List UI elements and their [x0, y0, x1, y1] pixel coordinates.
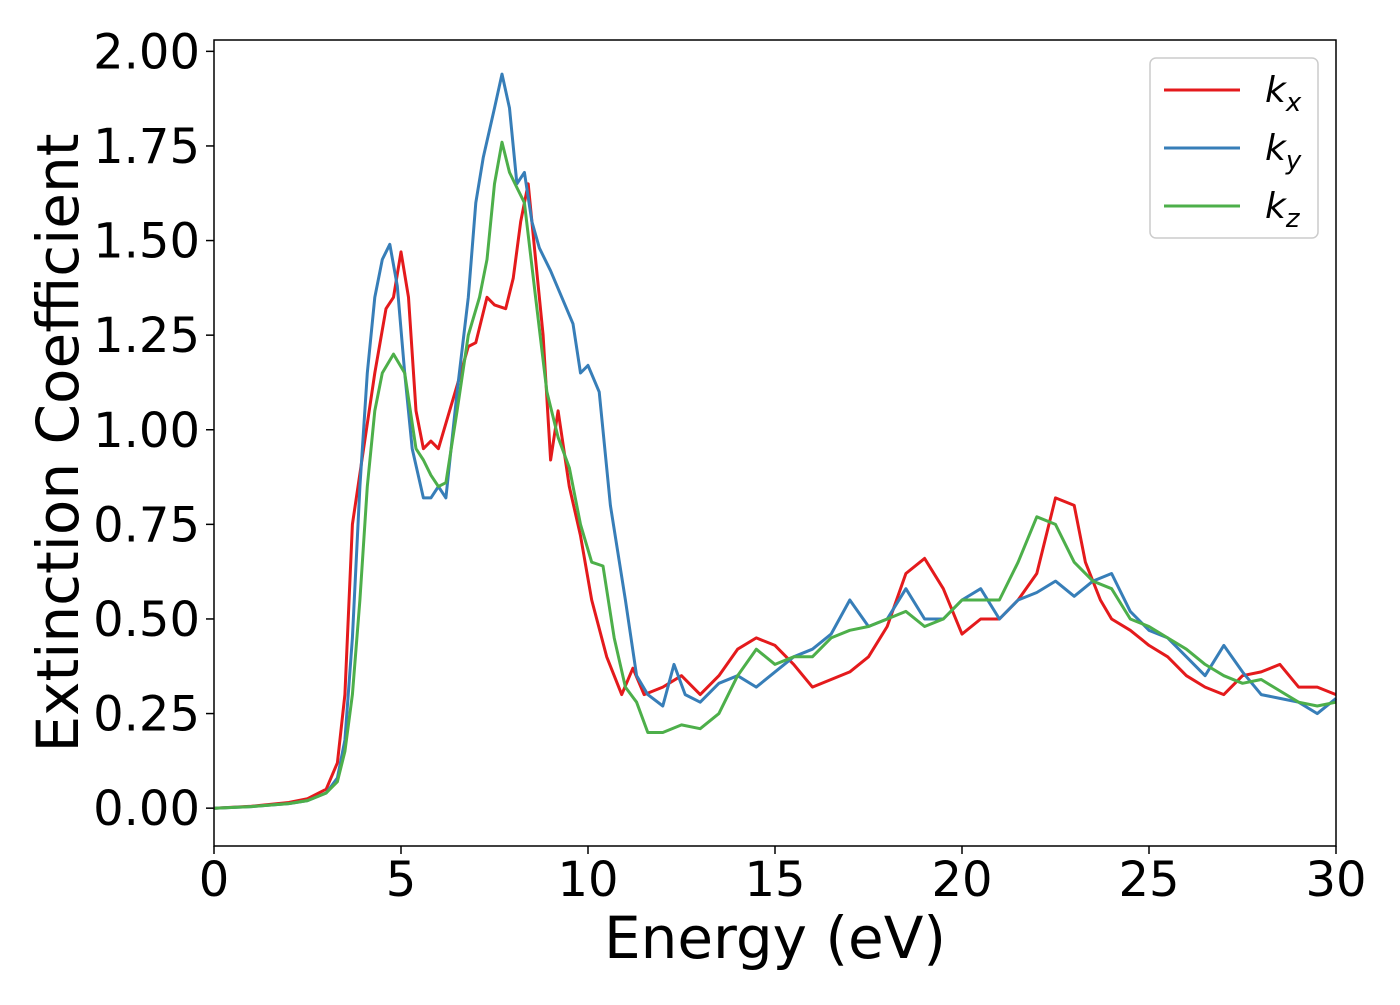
y-tick-label: 0.25 [93, 687, 200, 743]
y-tick-label: 0.00 [93, 781, 200, 837]
series-layer [213, 72, 1337, 810]
legend-label-subscript: z [1285, 204, 1301, 234]
x-tick-label: 10 [557, 852, 618, 908]
legend-label-subscript: y [1285, 146, 1302, 176]
legend-label-base: k [1265, 186, 1288, 227]
legend-label-y: ky [1265, 128, 1302, 176]
y-tick-label: 1.50 [93, 214, 200, 270]
series-line-z [213, 140, 1337, 810]
legend-label-x: kx [1265, 70, 1302, 118]
y-axis-label: Extinction Coefficient [24, 134, 92, 753]
x-tick-label: 5 [386, 852, 417, 908]
legend-label-subscript: x [1285, 88, 1302, 118]
x-tick-label: 20 [931, 852, 992, 908]
legend-label-z: kz [1265, 186, 1301, 234]
legend-label-base: k [1265, 70, 1288, 111]
y-tick-label: 0.50 [93, 592, 200, 648]
x-tick-label: 30 [1305, 852, 1366, 908]
y-tick-label: 1.25 [93, 308, 200, 364]
y-tick-label: 2.00 [93, 24, 200, 80]
y-tick-label: 1.00 [93, 403, 200, 459]
x-axis-label: Energy (eV) [604, 904, 946, 972]
x-tick-label: 25 [1118, 852, 1179, 908]
y-axis: 0.00 0.25 0.50 0.75 1.00 1.25 1.50 1.75 2.00 [93, 24, 214, 837]
y-tick-label: 0.75 [93, 497, 200, 553]
legend-label-base: k [1265, 128, 1288, 169]
x-tick-label: 15 [744, 852, 805, 908]
x-tick-label: 0 [199, 852, 230, 908]
series-line-x [213, 182, 1337, 810]
y-tick-label: 1.75 [93, 119, 200, 175]
x-axis: 0 5 10 15 20 25 30 [199, 846, 1367, 908]
